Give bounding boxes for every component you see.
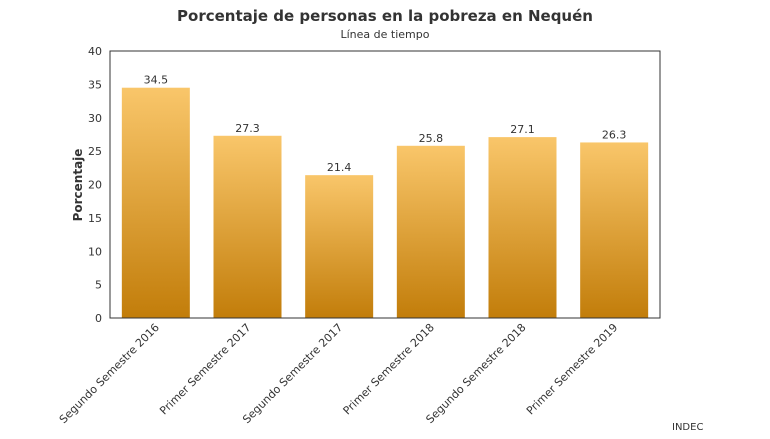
x-tick-label: Primer Semestre 2018	[341, 321, 437, 417]
x-tick-label: Segundo Semestre 2018	[423, 321, 528, 426]
data-label: 25.8	[419, 132, 444, 145]
bar	[213, 135, 282, 318]
data-label: 27.1	[510, 123, 535, 136]
data-label: 21.4	[327, 161, 352, 174]
bar	[580, 142, 649, 318]
y-tick-label: 25	[88, 145, 102, 158]
chart-subtitle: Línea de tiempo	[341, 28, 430, 41]
x-tick-label: Segundo Semestre 2017	[240, 321, 345, 426]
x-tick-label: Primer Semestre 2019	[524, 321, 620, 417]
bar	[121, 87, 190, 319]
y-axis-label: Porcentaje	[71, 149, 85, 222]
x-tick-label: Primer Semestre 2017	[157, 321, 253, 417]
y-tick-label: 40	[88, 45, 102, 58]
y-tick-label: 30	[88, 112, 102, 125]
bar	[488, 137, 557, 318]
plot-frame	[109, 50, 661, 319]
y-tick-label: 35	[88, 78, 102, 91]
y-tick-label: 15	[88, 212, 102, 225]
data-label: 34.5	[144, 74, 169, 87]
data-label: 26.3	[602, 128, 627, 141]
y-tick-label: 0	[95, 312, 102, 325]
bar	[396, 145, 465, 318]
bar	[305, 175, 374, 318]
y-tick-label: 10	[88, 245, 102, 258]
x-tick-label: Segundo Semestre 2016	[57, 321, 162, 426]
source-label: INDEC	[672, 422, 703, 433]
y-tick-label: 20	[88, 179, 102, 192]
chart-title: Porcentaje de personas en la pobreza en …	[177, 7, 593, 25]
y-tick-label: 5	[95, 279, 102, 292]
data-label: 27.3	[235, 122, 260, 135]
